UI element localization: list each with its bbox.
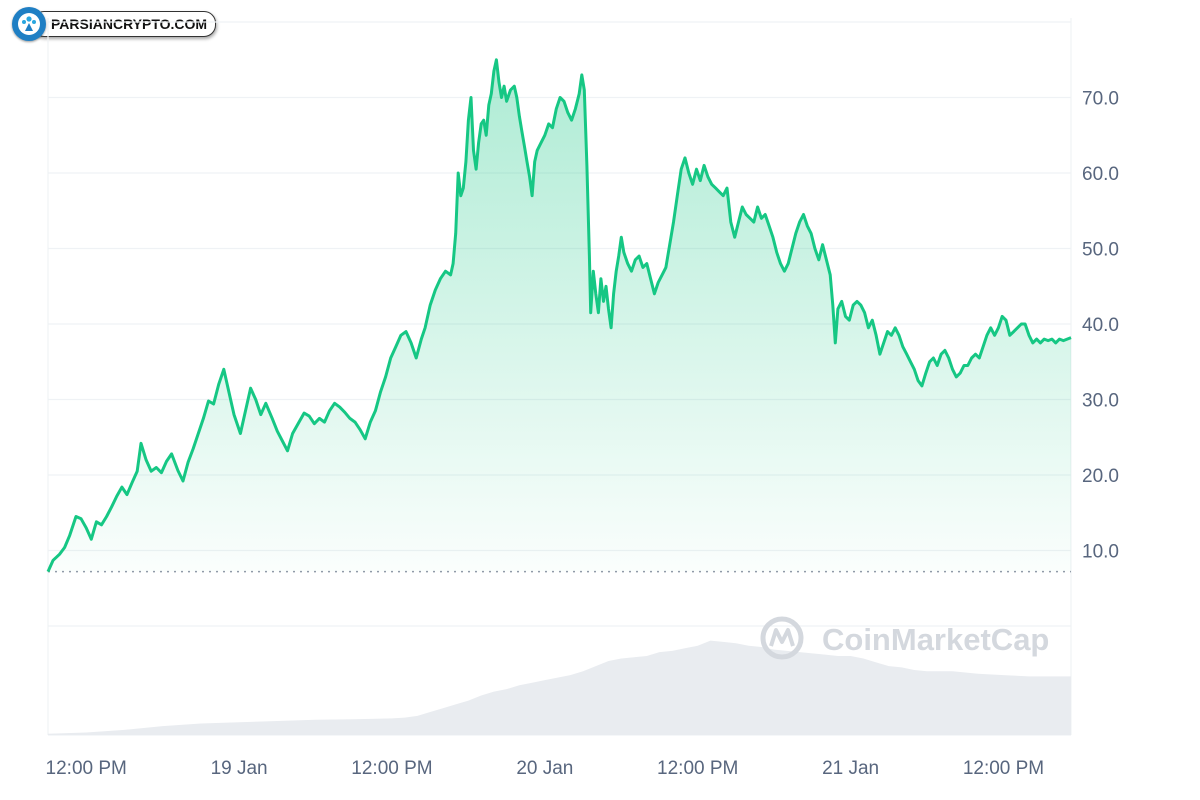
y-tick-label: 20.0 bbox=[1082, 466, 1119, 487]
x-tick-label: 21 Jan bbox=[822, 758, 879, 779]
coinmarketcap-label: CoinMarketCap bbox=[822, 622, 1049, 657]
price-area-fill bbox=[48, 59, 1071, 572]
y-tick-label: 50.0 bbox=[1082, 240, 1119, 261]
volume-shape bbox=[48, 640, 1071, 735]
price-line bbox=[46, 58, 1072, 573]
y-tick-label: 10.0 bbox=[1082, 542, 1119, 563]
brand-logo-icon bbox=[12, 7, 46, 41]
x-tick-label: 20 Jan bbox=[516, 758, 573, 779]
brand-label: PARSIANCRYPTO.COM bbox=[32, 11, 217, 37]
price-area bbox=[46, 58, 1072, 573]
x-tick-label: 12:00 PM bbox=[46, 758, 127, 779]
y-tick-label: 60.0 bbox=[1082, 164, 1119, 185]
x-tick-label: 12:00 PM bbox=[351, 758, 432, 779]
parsiancrypto-watermark: PARSIANCRYPTO.COM bbox=[12, 7, 217, 41]
y-tick-label: 40.0 bbox=[1082, 315, 1119, 336]
x-tick-label: 12:00 PM bbox=[657, 758, 738, 779]
x-tick-label: 12:00 PM bbox=[963, 758, 1044, 779]
y-tick-label: 70.0 bbox=[1082, 89, 1119, 110]
x-tick-label: 19 Jan bbox=[211, 758, 268, 779]
volume-area bbox=[48, 640, 1071, 735]
coinmarketcap-watermark: CoinMarketCap bbox=[760, 616, 1049, 660]
coinmarketcap-logo-icon bbox=[760, 616, 804, 660]
axes: 10.0 20.0 30.0 40.0 50.0 60.0 70.0 12:00 PM 19 J… bbox=[46, 89, 1119, 780]
y-tick-label: 30.0 bbox=[1082, 391, 1119, 412]
